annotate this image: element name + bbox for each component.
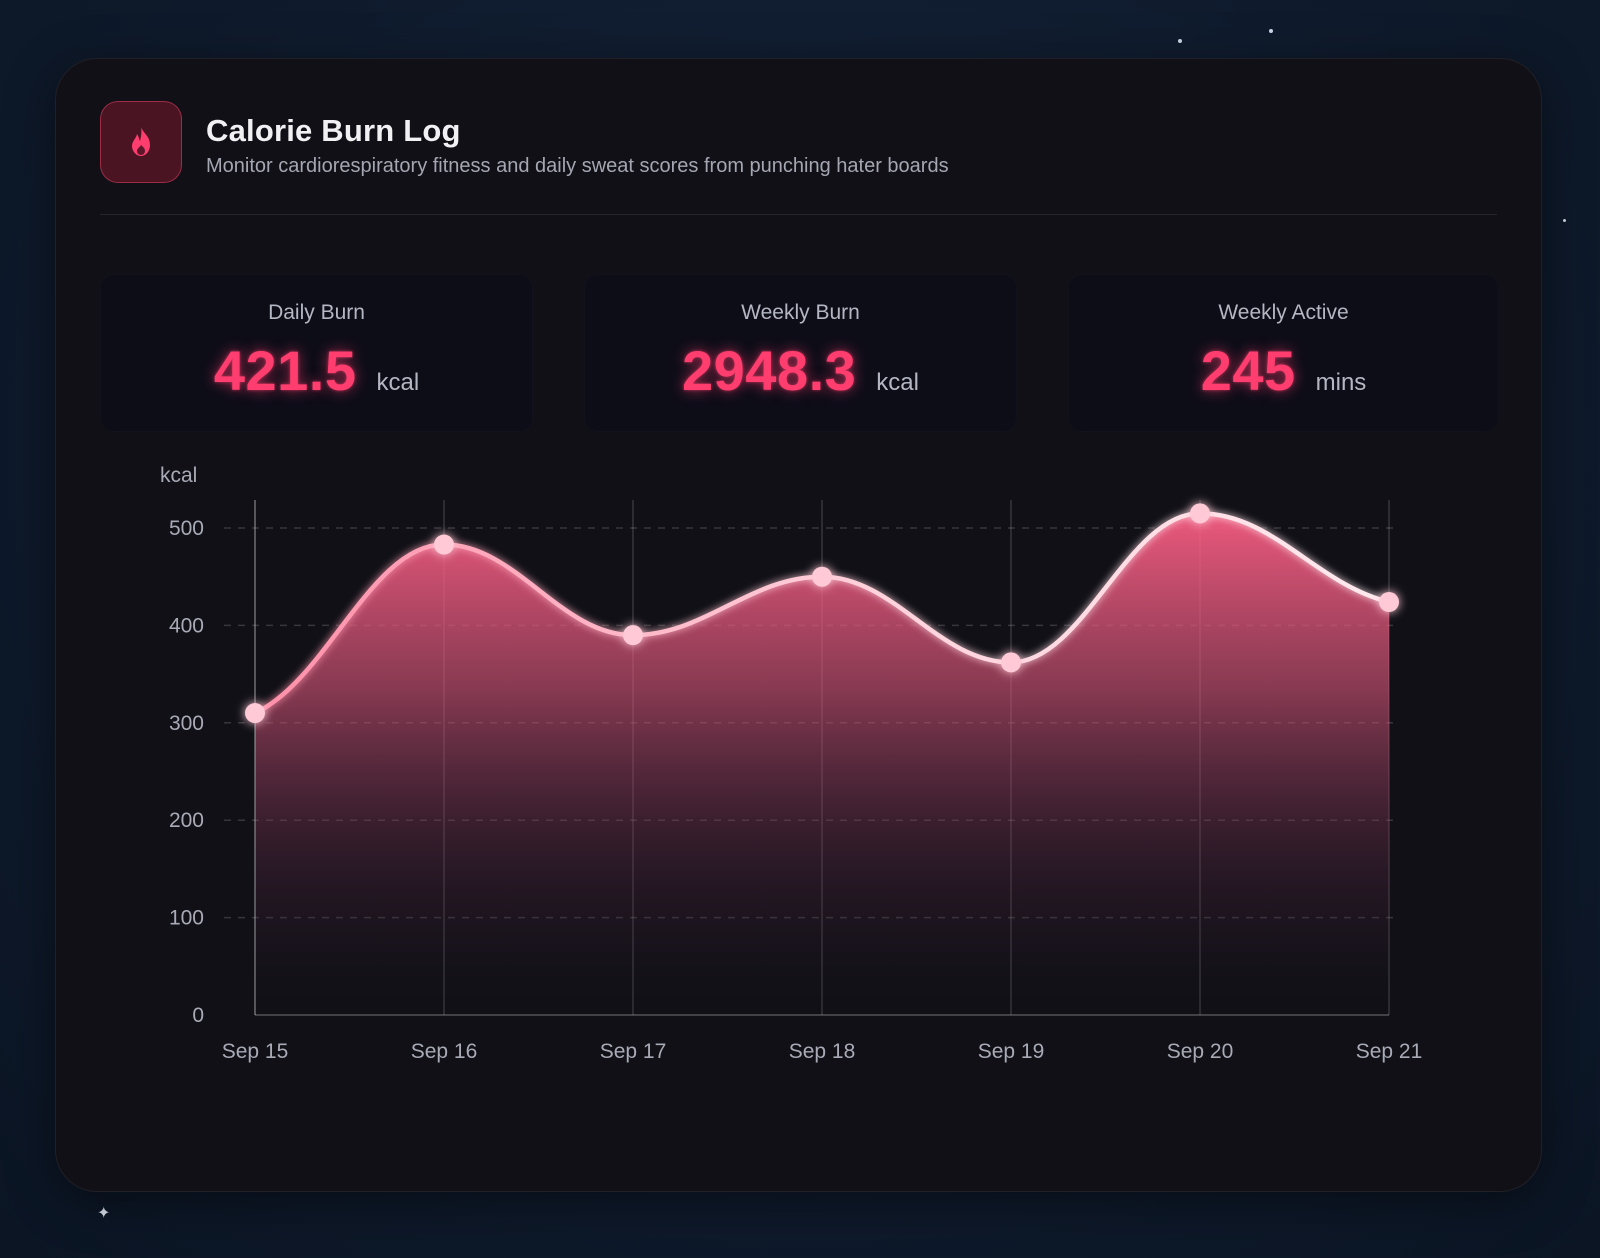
data-point[interactable] [1190, 503, 1210, 524]
stat-unit: kcal [376, 369, 420, 396]
y-tick-label: 200 [169, 809, 204, 832]
calorie-area-chart: kcal 0 100 200 300 400 500 Sep 15 Sep 16 Sep 17 S… [160, 464, 1423, 1063]
x-tick-label: Sep 20 [1167, 1040, 1234, 1063]
x-tick-label: Sep 19 [978, 1040, 1045, 1063]
data-point[interactable] [1379, 592, 1399, 613]
x-tick-label: Sep 17 [600, 1040, 667, 1063]
background-star [1269, 29, 1273, 33]
stat-card-weekly-active: Weekly Active 245 mins [1068, 274, 1499, 432]
stat-unit: mins [1315, 369, 1367, 396]
stat-card-daily-burn: Daily Burn 421.5 kcal [100, 274, 533, 432]
data-point[interactable] [623, 625, 643, 646]
page-subtitle: Monitor cardiorespiratory fitness and da… [206, 155, 949, 177]
sparkle-icon: ✦ [97, 1203, 111, 1222]
data-point[interactable] [434, 534, 454, 555]
calorie-burn-card: Calorie Burn Log Monitor cardiorespirato… [55, 58, 1542, 1192]
stat-value: 245 [1200, 339, 1296, 402]
stat-unit: kcal [876, 369, 919, 396]
stat-value-row: 245 mins [1068, 338, 1499, 403]
x-tick-label: Sep 18 [789, 1040, 856, 1063]
y-tick-label: 400 [169, 614, 204, 637]
y-tick-label: 100 [169, 907, 204, 930]
background-star [1563, 219, 1566, 222]
stat-value: 2948.3 [682, 339, 857, 402]
background-star [1178, 39, 1182, 43]
stat-value-row: 421.5 kcal [100, 338, 533, 403]
y-tick-label: 500 [169, 517, 204, 540]
data-point[interactable] [1001, 652, 1021, 673]
stat-card-weekly-burn: Weekly Burn 2948.3 kcal [584, 274, 1017, 432]
y-tick-label: 300 [169, 712, 204, 735]
stat-label: Daily Burn [268, 301, 365, 324]
y-axis-unit-label: kcal [160, 464, 197, 487]
stat-label: Weekly Burn [741, 301, 860, 324]
x-tick-label: Sep 15 [222, 1040, 289, 1063]
stat-label: Weekly Active [1218, 301, 1349, 324]
stat-value-row: 2948.3 kcal [584, 338, 1017, 403]
flame-icon-badge [100, 101, 182, 183]
x-tick-label: Sep 16 [411, 1040, 478, 1063]
page-title: Calorie Burn Log [206, 113, 461, 148]
flame-icon [132, 127, 150, 156]
data-point[interactable] [245, 703, 265, 724]
y-tick-label: 0 [192, 1004, 204, 1027]
stat-value: 421.5 [213, 339, 357, 402]
header-divider [100, 214, 1497, 215]
area-fill [255, 513, 1389, 1015]
x-tick-label: Sep 21 [1356, 1040, 1423, 1063]
data-point[interactable] [812, 566, 832, 587]
